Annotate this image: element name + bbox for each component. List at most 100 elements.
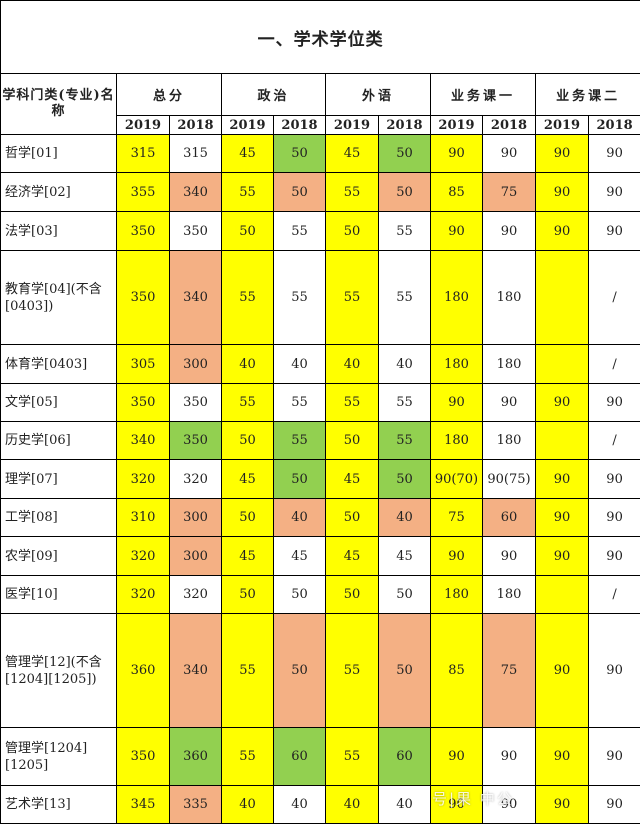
header-year: 2018 [379, 116, 431, 135]
score-cell: 180 [431, 345, 483, 384]
score-cell: 90 [483, 384, 536, 422]
subject-name: 历史学[06] [1, 422, 117, 460]
header-year: 2019 [117, 116, 170, 135]
score-cell: 340 [117, 422, 170, 460]
subject-name: 工学[08] [1, 499, 117, 537]
score-cell: 320 [170, 576, 222, 614]
score-cell: 75 [483, 614, 536, 728]
score-cell: 340 [170, 614, 222, 728]
score-cell: 300 [170, 345, 222, 384]
score-cell: 55 [274, 384, 326, 422]
score-cell: 50 [222, 576, 274, 614]
score-cell: 315 [117, 135, 170, 173]
header-year: 2019 [326, 116, 379, 135]
score-cell: 55 [326, 728, 379, 786]
score-cell: 55 [222, 384, 274, 422]
score-cell: 335 [170, 786, 222, 824]
score-cell: 55 [222, 173, 274, 212]
score-cell: 55 [222, 614, 274, 728]
score-cell: 40 [379, 499, 431, 537]
score-cell: 350 [117, 212, 170, 251]
score-cell: 40 [274, 786, 326, 824]
score-cell: 50 [274, 614, 326, 728]
score-cell: 45 [326, 460, 379, 499]
score-cell: 45 [222, 135, 274, 173]
score-cell: 180 [431, 251, 483, 345]
score-cell: 90 [483, 212, 536, 251]
score-cell: 90 [536, 786, 589, 824]
score-cell: 55 [379, 212, 431, 251]
subject-name: 体育学[0403] [1, 345, 117, 384]
score-cell: 75 [431, 499, 483, 537]
subject-name: 艺术学[13] [1, 786, 117, 824]
subject-name: 文学[05] [1, 384, 117, 422]
score-cell: / [589, 345, 640, 384]
score-cell: 90 [589, 384, 640, 422]
score-cell: 340 [170, 173, 222, 212]
score-cell: 90 [431, 212, 483, 251]
score-cell: 345 [117, 786, 170, 824]
score-cell: 85 [431, 173, 483, 212]
score-cell: 90 [589, 537, 640, 576]
score-cell: / [589, 251, 640, 345]
score-cell: 90 [536, 460, 589, 499]
score-cell: 50 [222, 212, 274, 251]
score-cell: 320 [117, 576, 170, 614]
score-cell: 90 [589, 499, 640, 537]
score-cell: 45 [326, 135, 379, 173]
score-cell: 50 [326, 212, 379, 251]
score-cell: 180 [483, 251, 536, 345]
score-cell: 310 [117, 499, 170, 537]
score-cell: 90 [536, 384, 589, 422]
score-cell: 40 [379, 786, 431, 824]
score-cell: 55 [379, 251, 431, 345]
score-cell: 55 [326, 251, 379, 345]
score-cell: 90 [589, 786, 640, 824]
header-group-foreign-language: 外语 [326, 74, 431, 116]
score-cell: 300 [170, 537, 222, 576]
score-cell: 50 [274, 460, 326, 499]
score-cell: 40 [379, 345, 431, 384]
score-cell: 55 [379, 422, 431, 460]
header-group-politics: 政治 [222, 74, 326, 116]
score-cell: 180 [431, 576, 483, 614]
score-cell: 180 [483, 422, 536, 460]
score-cell: 320 [117, 460, 170, 499]
score-cell: 90 [589, 614, 640, 728]
score-cell: 55 [222, 251, 274, 345]
header-group-course-one: 业务课一 [431, 74, 536, 116]
score-cell: 180 [483, 576, 536, 614]
score-cell: 50 [379, 576, 431, 614]
score-cell: 90 [536, 537, 589, 576]
score-cell: 50 [379, 173, 431, 212]
score-cell: 350 [170, 384, 222, 422]
score-cell: 85 [431, 614, 483, 728]
score-cell: 90 [483, 786, 536, 824]
score-cell: 55 [274, 212, 326, 251]
score-cell: 40 [274, 499, 326, 537]
score-cell: 90 [589, 460, 640, 499]
score-cell: 90 [589, 728, 640, 786]
score-cell: 90(75) [483, 460, 536, 499]
score-cell: 40 [222, 345, 274, 384]
score-cell: / [589, 422, 640, 460]
score-cell: 350 [117, 384, 170, 422]
score-cell: 320 [117, 537, 170, 576]
subject-name: 经济学[02] [1, 173, 117, 212]
score-cell: 60 [379, 728, 431, 786]
score-cell: 315 [170, 135, 222, 173]
score-cell: 50 [326, 499, 379, 537]
header-group-course-two: 业务课二 [536, 74, 640, 116]
score-cell: 40 [326, 786, 379, 824]
header-year: 2018 [170, 116, 222, 135]
score-cell: 50 [222, 422, 274, 460]
score-cell: 45 [222, 460, 274, 499]
